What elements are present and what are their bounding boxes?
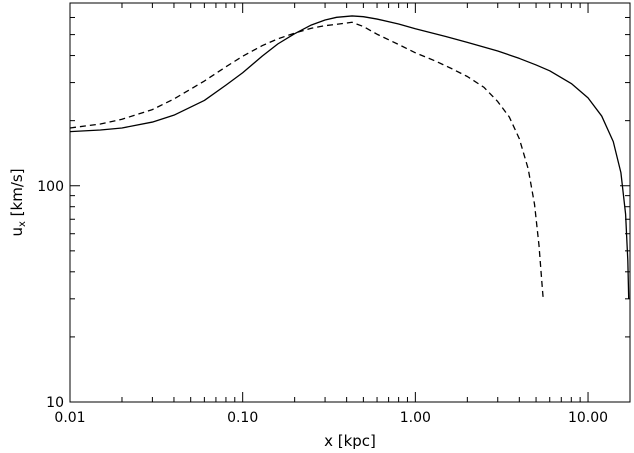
y-axis-title-suffix: [km/s] <box>8 168 26 221</box>
x-tick-label: 0.01 <box>54 410 85 426</box>
plot-frame <box>69 2 631 403</box>
y-axis-title-subscript: x <box>17 221 28 227</box>
x-tick-label: 1.00 <box>400 410 431 426</box>
y-axis-ticks: 10 100 <box>37 2 630 411</box>
series-layer <box>69 15 630 299</box>
x-tick-label: 0.10 <box>227 410 258 426</box>
plot-border <box>69 2 631 403</box>
x-axis-ticks: 0.01 0.10 1.00 10.00 <box>54 3 608 426</box>
x-axis-title: x [kpc] <box>324 432 376 450</box>
x-tick-label: 10.00 <box>568 410 608 426</box>
series-line-solid <box>69 15 630 299</box>
y-tick-label: 10 <box>46 395 64 411</box>
series-line-dashed <box>69 21 544 299</box>
y-axis-title-prefix: u <box>8 227 26 237</box>
y-tick-label: 100 <box>37 179 64 195</box>
y-axis-title: ux [km/s] <box>8 168 28 236</box>
